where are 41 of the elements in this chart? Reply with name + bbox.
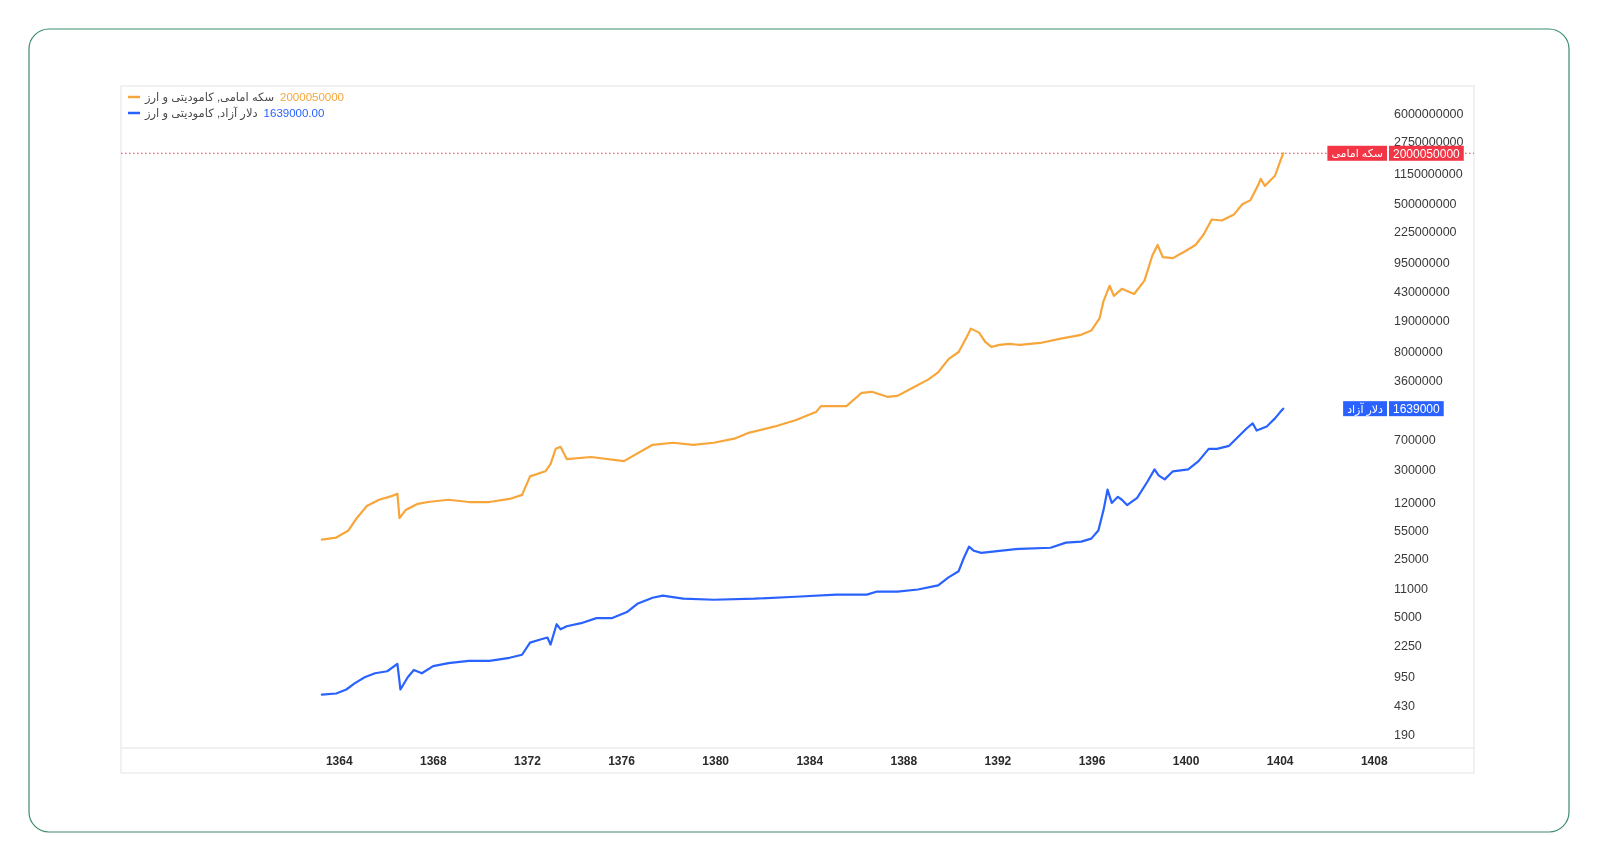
x-tick-label: 1396 xyxy=(1078,754,1106,768)
y-tick-label: 190 xyxy=(1394,727,1415,742)
x-tick-label: 1400 xyxy=(1172,754,1200,768)
annotation: 1639000.00 xyxy=(263,107,325,119)
legend-label: دلار آزاد, کامودیتی و ارز xyxy=(144,106,258,121)
x-tick-label: 1376 xyxy=(608,754,636,768)
y-tick-label: 43000000 xyxy=(1394,284,1450,299)
x-tick-label: 1380 xyxy=(702,754,730,768)
line-series xyxy=(320,152,1285,541)
x-tick-label: 1384 xyxy=(796,754,824,768)
y-tick-label: 700000 xyxy=(1394,432,1436,447)
y-tick-label: 8000000 xyxy=(1394,345,1443,360)
x-tick-label: 1392 xyxy=(984,754,1012,768)
y-tick-label: 25000 xyxy=(1394,552,1429,567)
annotation: دلار آزاد xyxy=(1347,401,1384,416)
y-tick-label: 3600000 xyxy=(1394,373,1443,388)
x-tick-label: 1368 xyxy=(420,754,448,768)
y-tick-label: 6000000000 xyxy=(1394,107,1464,122)
x-tick-label: 1408 xyxy=(1360,754,1388,768)
annotation: سکه امامی xyxy=(1331,147,1383,160)
y-tick-label: 19000000 xyxy=(1394,314,1450,329)
legend-label: سکه امامی, کامودیتی و ارز xyxy=(144,91,275,105)
y-tick-label: 5000 xyxy=(1394,610,1422,625)
y-tick-label: 430 xyxy=(1394,698,1415,713)
annotation: 2000050000 xyxy=(280,91,345,103)
y-tick-label: 120000 xyxy=(1394,496,1436,511)
x-tick-label: 1388 xyxy=(890,754,918,768)
y-tick-label: 300000 xyxy=(1394,463,1436,478)
y-tick-label: 500000000 xyxy=(1394,196,1457,211)
y-tick-label: 1150000000 xyxy=(1394,166,1463,181)
y-tick-label: 950 xyxy=(1394,670,1415,685)
y-tick-label: 55000 xyxy=(1394,524,1429,539)
line-series xyxy=(320,407,1285,696)
x-tick-label: 1404 xyxy=(1266,754,1294,768)
y-tick-label: 95000000 xyxy=(1394,256,1450,271)
y-tick-label: 2250 xyxy=(1394,639,1422,654)
y-tick-label: 11000 xyxy=(1394,582,1428,596)
x-tick-label: 1364 xyxy=(325,754,353,768)
annotation: 1639000 xyxy=(1393,402,1441,417)
y-tick-label: 225000000 xyxy=(1394,225,1457,240)
x-tick-label: 1372 xyxy=(514,754,542,768)
